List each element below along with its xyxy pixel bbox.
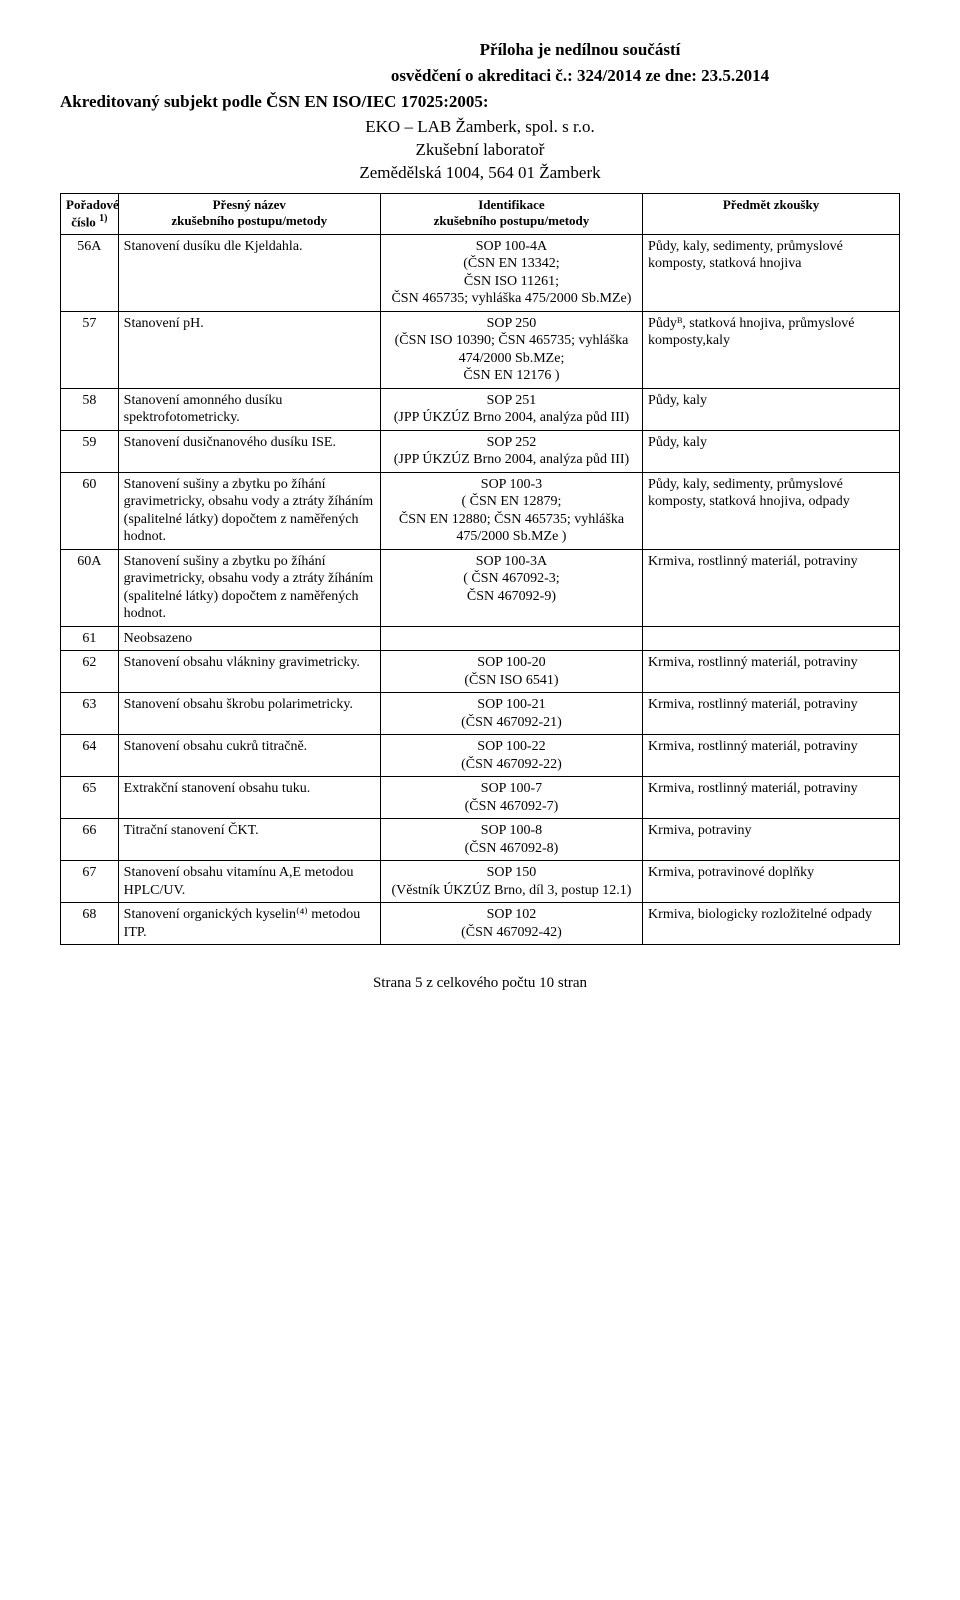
row-subject: Krmiva, potravinové doplňky [643, 861, 900, 903]
table-row: 62Stanovení obsahu vlákniny gravimetrick… [61, 651, 900, 693]
row-number: 68 [61, 903, 119, 945]
row-number: 61 [61, 626, 119, 651]
row-subject: Krmiva, biologicky rozložitelné odpady [643, 903, 900, 945]
table-row: 57Stanovení pH.SOP 250(ČSN ISO 10390; ČS… [61, 311, 900, 388]
row-method-name: Stanovení dusíku dle Kjeldahla. [118, 234, 380, 311]
table-row: 56AStanovení dusíku dle Kjeldahla.SOP 10… [61, 234, 900, 311]
subject-line: Akreditovaný subjekt podle ČSN EN ISO/IE… [60, 92, 900, 112]
th-id: Identifikacezkušebního postupu/metody [380, 193, 642, 234]
table-row: 59Stanovení dusičnanového dusíku ISE.SOP… [61, 430, 900, 472]
row-method-name: Stanovení obsahu vlákniny gravimetricky. [118, 651, 380, 693]
row-number: 60 [61, 472, 119, 549]
row-identification: SOP 250(ČSN ISO 10390; ČSN 465735; vyhlá… [380, 311, 642, 388]
row-identification: SOP 252(JPP ÚKZÚZ Brno 2004, analýza půd… [380, 430, 642, 472]
row-number: 59 [61, 430, 119, 472]
row-identification [380, 626, 642, 651]
row-identification: SOP 100-3A( ČSN 467092-3;ČSN 467092-9) [380, 549, 642, 626]
row-subject: Krmiva, potraviny [643, 819, 900, 861]
table-row: 60Stanovení sušiny a zbytku po žíhání gr… [61, 472, 900, 549]
row-method-name: Stanovení sušiny a zbytku po žíhání grav… [118, 549, 380, 626]
lab-name: EKO – LAB Žamberk, spol. s r.o. [60, 116, 900, 139]
row-number: 56A [61, 234, 119, 311]
row-identification: SOP 100-22(ČSN 467092-22) [380, 735, 642, 777]
row-method-name: Extrakční stanovení obsahu tuku. [118, 777, 380, 819]
row-subject: Půdy, kaly [643, 430, 900, 472]
table-row: 61Neobsazeno [61, 626, 900, 651]
row-identification: SOP 150(Věstník ÚKZÚZ Brno, díl 3, postu… [380, 861, 642, 903]
th-seq: Pořadové číslo 1) [61, 193, 119, 234]
row-subject: Krmiva, rostlinný materiál, potraviny [643, 651, 900, 693]
row-identification: SOP 102(ČSN 467092-42) [380, 903, 642, 945]
row-number: 64 [61, 735, 119, 777]
row-subject: Krmiva, rostlinný materiál, potraviny [643, 777, 900, 819]
row-subject: Půdy, kaly, sedimenty, průmyslové kompos… [643, 234, 900, 311]
row-number: 62 [61, 651, 119, 693]
row-subject: Půdy, kaly, sedimenty, průmyslové kompos… [643, 472, 900, 549]
row-identification: SOP 100-8(ČSN 467092-8) [380, 819, 642, 861]
page-footer: Strana 5 z celkového počtu 10 stran [60, 975, 900, 992]
row-method-name: Neobsazeno [118, 626, 380, 651]
table-row: 65Extrakční stanovení obsahu tuku.SOP 10… [61, 777, 900, 819]
row-method-name: Stanovení obsahu vitamínu A,E metodou HP… [118, 861, 380, 903]
table-row: 66Titrační stanovení ČKT.SOP 100-8(ČSN 4… [61, 819, 900, 861]
th-name: Přesný názevzkušebního postupu/metody [118, 193, 380, 234]
row-subject: Půdyᴮ, statková hnojiva, průmyslové komp… [643, 311, 900, 388]
table-row: 63Stanovení obsahu škrobu polarimetricky… [61, 693, 900, 735]
row-subject: Krmiva, rostlinný materiál, potraviny [643, 549, 900, 626]
row-identification: SOP 100-3( ČSN EN 12879;ČSN EN 12880; ČS… [380, 472, 642, 549]
row-number: 65 [61, 777, 119, 819]
table-row: 68Stanovení organických kyselin⁽⁴⁾ metod… [61, 903, 900, 945]
table-row: 60AStanovení sušiny a zbytku po žíhání g… [61, 549, 900, 626]
row-subject: Krmiva, rostlinný materiál, potraviny [643, 735, 900, 777]
row-number: 66 [61, 819, 119, 861]
row-identification: SOP 100-7(ČSN 467092-7) [380, 777, 642, 819]
row-method-name: Stanovení obsahu cukrů titračně. [118, 735, 380, 777]
header-line-1: Příloha je nedílnou součástí [260, 40, 900, 60]
row-method-name: Stanovení amonného dusíku spektrofotomet… [118, 388, 380, 430]
table-row: 64Stanovení obsahu cukrů titračně.SOP 10… [61, 735, 900, 777]
row-subject: Půdy, kaly [643, 388, 900, 430]
row-number: 60A [61, 549, 119, 626]
row-identification: SOP 100-21(ČSN 467092-21) [380, 693, 642, 735]
row-method-name: Stanovení organických kyselin⁽⁴⁾ metodou… [118, 903, 380, 945]
row-identification: SOP 100-4A(ČSN EN 13342;ČSN ISO 11261;ČS… [380, 234, 642, 311]
row-method-name: Stanovení obsahu škrobu polarimetricky. [118, 693, 380, 735]
row-subject: Krmiva, rostlinný materiál, potraviny [643, 693, 900, 735]
row-number: 63 [61, 693, 119, 735]
table-row: 67Stanovení obsahu vitamínu A,E metodou … [61, 861, 900, 903]
th-subj: Předmět zkoušky [643, 193, 900, 234]
methods-table: Pořadové číslo 1) Přesný názevzkušebního… [60, 193, 900, 945]
row-method-name: Stanovení dusičnanového dusíku ISE. [118, 430, 380, 472]
row-method-name: Stanovení sušiny a zbytku po žíhání grav… [118, 472, 380, 549]
row-subject [643, 626, 900, 651]
row-method-name: Titrační stanovení ČKT. [118, 819, 380, 861]
row-identification: SOP 100-20(ČSN ISO 6541) [380, 651, 642, 693]
row-number: 58 [61, 388, 119, 430]
lab-desc: Zkušební laboratoř [60, 139, 900, 162]
lab-addr: Zemědělská 1004, 564 01 Žamberk [60, 162, 900, 185]
row-identification: SOP 251(JPP ÚKZÚZ Brno 2004, analýza půd… [380, 388, 642, 430]
header-line-2: osvědčení o akreditaci č.: 324/2014 ze d… [260, 66, 900, 86]
table-row: 58Stanovení amonného dusíku spektrofotom… [61, 388, 900, 430]
row-number: 57 [61, 311, 119, 388]
row-method-name: Stanovení pH. [118, 311, 380, 388]
row-number: 67 [61, 861, 119, 903]
